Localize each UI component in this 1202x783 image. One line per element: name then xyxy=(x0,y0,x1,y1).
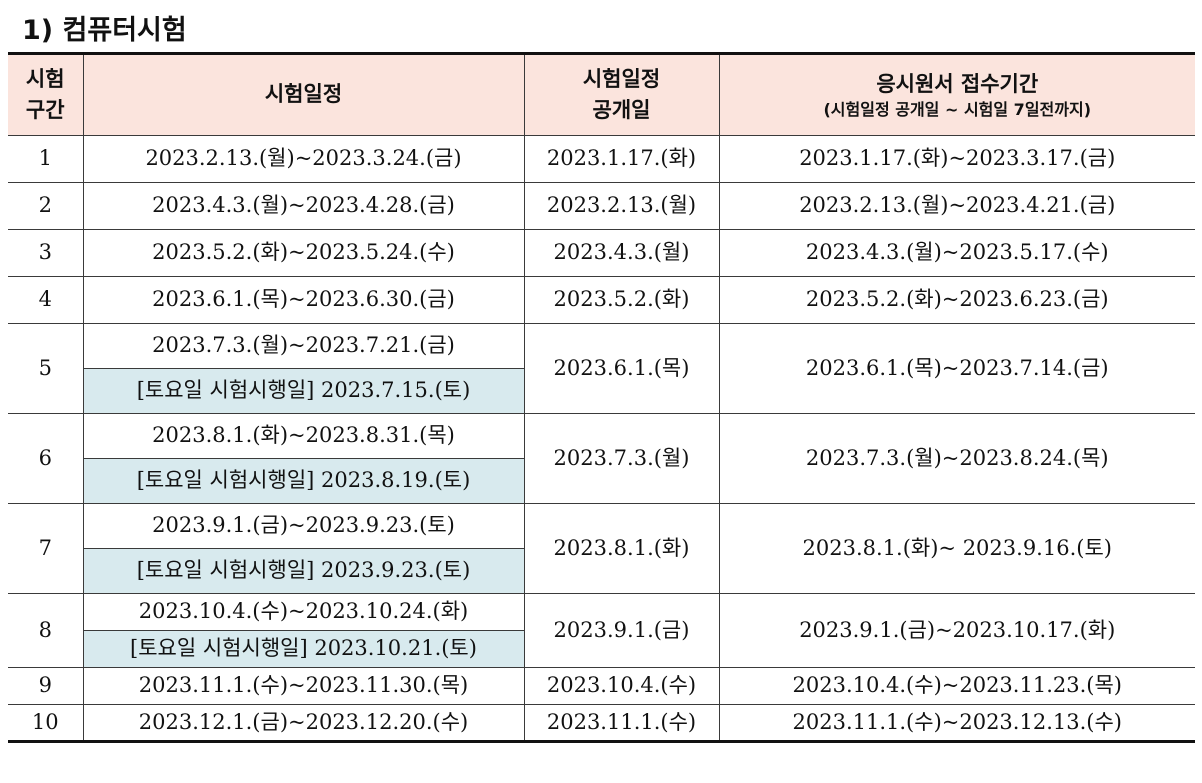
table-row: 1 2023.2.13.(월)~2023.3.24.(금) 2023.1.17.… xyxy=(8,135,1195,183)
section-title: 1) 컴퓨터시험 xyxy=(22,15,187,46)
exam-schedule: 2023.4.3.(월)~2023.4.28.(금) xyxy=(82,182,525,230)
exam-schedule: 2023.6.1.(목)~2023.6.30.(금) xyxy=(82,276,525,324)
table-row: 8 2023.10.4.(수)~2023.10.24.(화) 2023.9.1.… xyxy=(8,593,1195,668)
application-period: 2023.11.1.(수)~2023.12.13.(수) xyxy=(718,704,1195,743)
row-number: 7 xyxy=(8,503,84,594)
row-number: 2 xyxy=(8,182,84,230)
saturday-exam-date: [토요일 시험시행일] 2023.7.15.(토) xyxy=(83,368,524,414)
table-row: [토요일 시험시행일] 2023.8.19.(토) xyxy=(8,458,1195,504)
exam-schedule: 2023.2.13.(월)~2023.3.24.(금) xyxy=(82,135,525,183)
open-date: 2023.5.2.(화) xyxy=(523,276,720,324)
application-period: 2023.8.1.(화)~ 2023.9.16.(토) xyxy=(718,503,1195,594)
exam-schedule-table: 시험 구간 시험일정 시험일정 공개일 응시원서 접수기간 (시험일정 공개일 ~ 시… xyxy=(8,52,1195,743)
application-period: 2023.1.17.(화)~2023.3.17.(금) xyxy=(718,135,1195,183)
application-period: 2023.7.3.(월)~2023.8.24.(목) xyxy=(718,413,1195,504)
table-row: 10 2023.12.1.(금)~2023.12.20.(수) 2023.11.… xyxy=(8,704,1195,743)
exam-schedule: 2023.9.1.(금)~2023.9.23.(토) xyxy=(82,503,525,549)
table-row: 4 2023.6.1.(목)~2023.6.30.(금) 2023.5.2.(화… xyxy=(8,276,1195,324)
header-exam-period: 시험 구간 xyxy=(8,52,84,136)
open-date: 2023.9.1.(금) xyxy=(523,593,720,668)
exam-schedule: 2023.12.1.(금)~2023.12.20.(수) xyxy=(82,704,525,743)
exam-schedule: 2023.5.2.(화)~2023.5.24.(수) xyxy=(82,229,525,277)
row-number: 10 xyxy=(8,704,84,743)
table-row: [토요일 시험시행일] 2023.10.21.(토) xyxy=(8,630,1195,668)
saturday-exam-date: [토요일 시험시행일] 2023.9.23.(토) xyxy=(83,548,524,594)
application-period: 2023.10.4.(수)~2023.11.23.(목) xyxy=(718,667,1195,705)
exam-schedule: 2023.7.3.(월)~2023.7.21.(금) xyxy=(82,323,525,369)
saturday-exam-date: [토요일 시험시행일] 2023.10.21.(토) xyxy=(83,630,524,668)
table-row: 3 2023.5.2.(화)~2023.5.24.(수) 2023.4.3.(월… xyxy=(8,229,1195,277)
open-date: 2023.2.13.(월) xyxy=(523,182,720,230)
table-row: 9 2023.11.1.(수)~2023.11.30.(목) 2023.10.4… xyxy=(8,667,1195,705)
row-number: 5 xyxy=(8,323,84,414)
table-row: 2 2023.4.3.(월)~2023.4.28.(금) 2023.2.13.(… xyxy=(8,182,1195,230)
open-date: 2023.4.3.(월) xyxy=(523,229,720,277)
saturday-exam-date: [토요일 시험시행일] 2023.8.19.(토) xyxy=(83,458,524,504)
open-date: 2023.1.17.(화) xyxy=(523,135,720,183)
header-exam-schedule: 시험일정 xyxy=(82,52,525,136)
application-period: 2023.9.1.(금)~2023.10.17.(화) xyxy=(718,593,1195,668)
open-date: 2023.10.4.(수) xyxy=(523,667,720,705)
exam-schedule: 2023.10.4.(수)~2023.10.24.(화) xyxy=(82,593,525,631)
application-period: 2023.5.2.(화)~2023.6.23.(금) xyxy=(718,276,1195,324)
application-period: 2023.2.13.(월)~2023.4.21.(금) xyxy=(718,182,1195,230)
table-row: [토요일 시험시행일] 2023.7.15.(토) xyxy=(8,368,1195,414)
row-number: 3 xyxy=(8,229,84,277)
row-number: 6 xyxy=(8,413,84,504)
row-number: 1 xyxy=(8,135,84,183)
row-number: 4 xyxy=(8,276,84,324)
header-open-date: 시험일정 공개일 xyxy=(523,52,720,136)
open-date: 2023.7.3.(월) xyxy=(523,413,720,504)
row-number: 8 xyxy=(8,593,84,668)
open-date: 2023.8.1.(화) xyxy=(523,503,720,594)
application-period: 2023.6.1.(목)~2023.7.14.(금) xyxy=(718,323,1195,414)
row-number: 9 xyxy=(8,667,84,705)
open-date: 2023.11.1.(수) xyxy=(523,704,720,743)
table-row: 7 2023.9.1.(금)~2023.9.23.(토) 2023.8.1.(화… xyxy=(8,503,1195,594)
exam-schedule: 2023.8.1.(화)~2023.8.31.(목) xyxy=(82,413,525,459)
exam-schedule: 2023.11.1.(수)~2023.11.30.(목) xyxy=(82,667,525,705)
table-header-row: 시험 구간 시험일정 시험일정 공개일 응시원서 접수기간 (시험일정 공개일 ~ 시… xyxy=(8,52,1195,136)
header-application-period: 응시원서 접수기간 (시험일정 공개일 ~ 시험일 7일전까지) xyxy=(718,52,1195,136)
table-row: 6 2023.8.1.(화)~2023.8.31.(목) 2023.7.3.(월… xyxy=(8,413,1195,504)
application-period: 2023.4.3.(월)~2023.5.17.(수) xyxy=(718,229,1195,277)
open-date: 2023.6.1.(목) xyxy=(523,323,720,414)
table-row: 5 2023.7.3.(월)~2023.7.21.(금) 2023.6.1.(목… xyxy=(8,323,1195,414)
